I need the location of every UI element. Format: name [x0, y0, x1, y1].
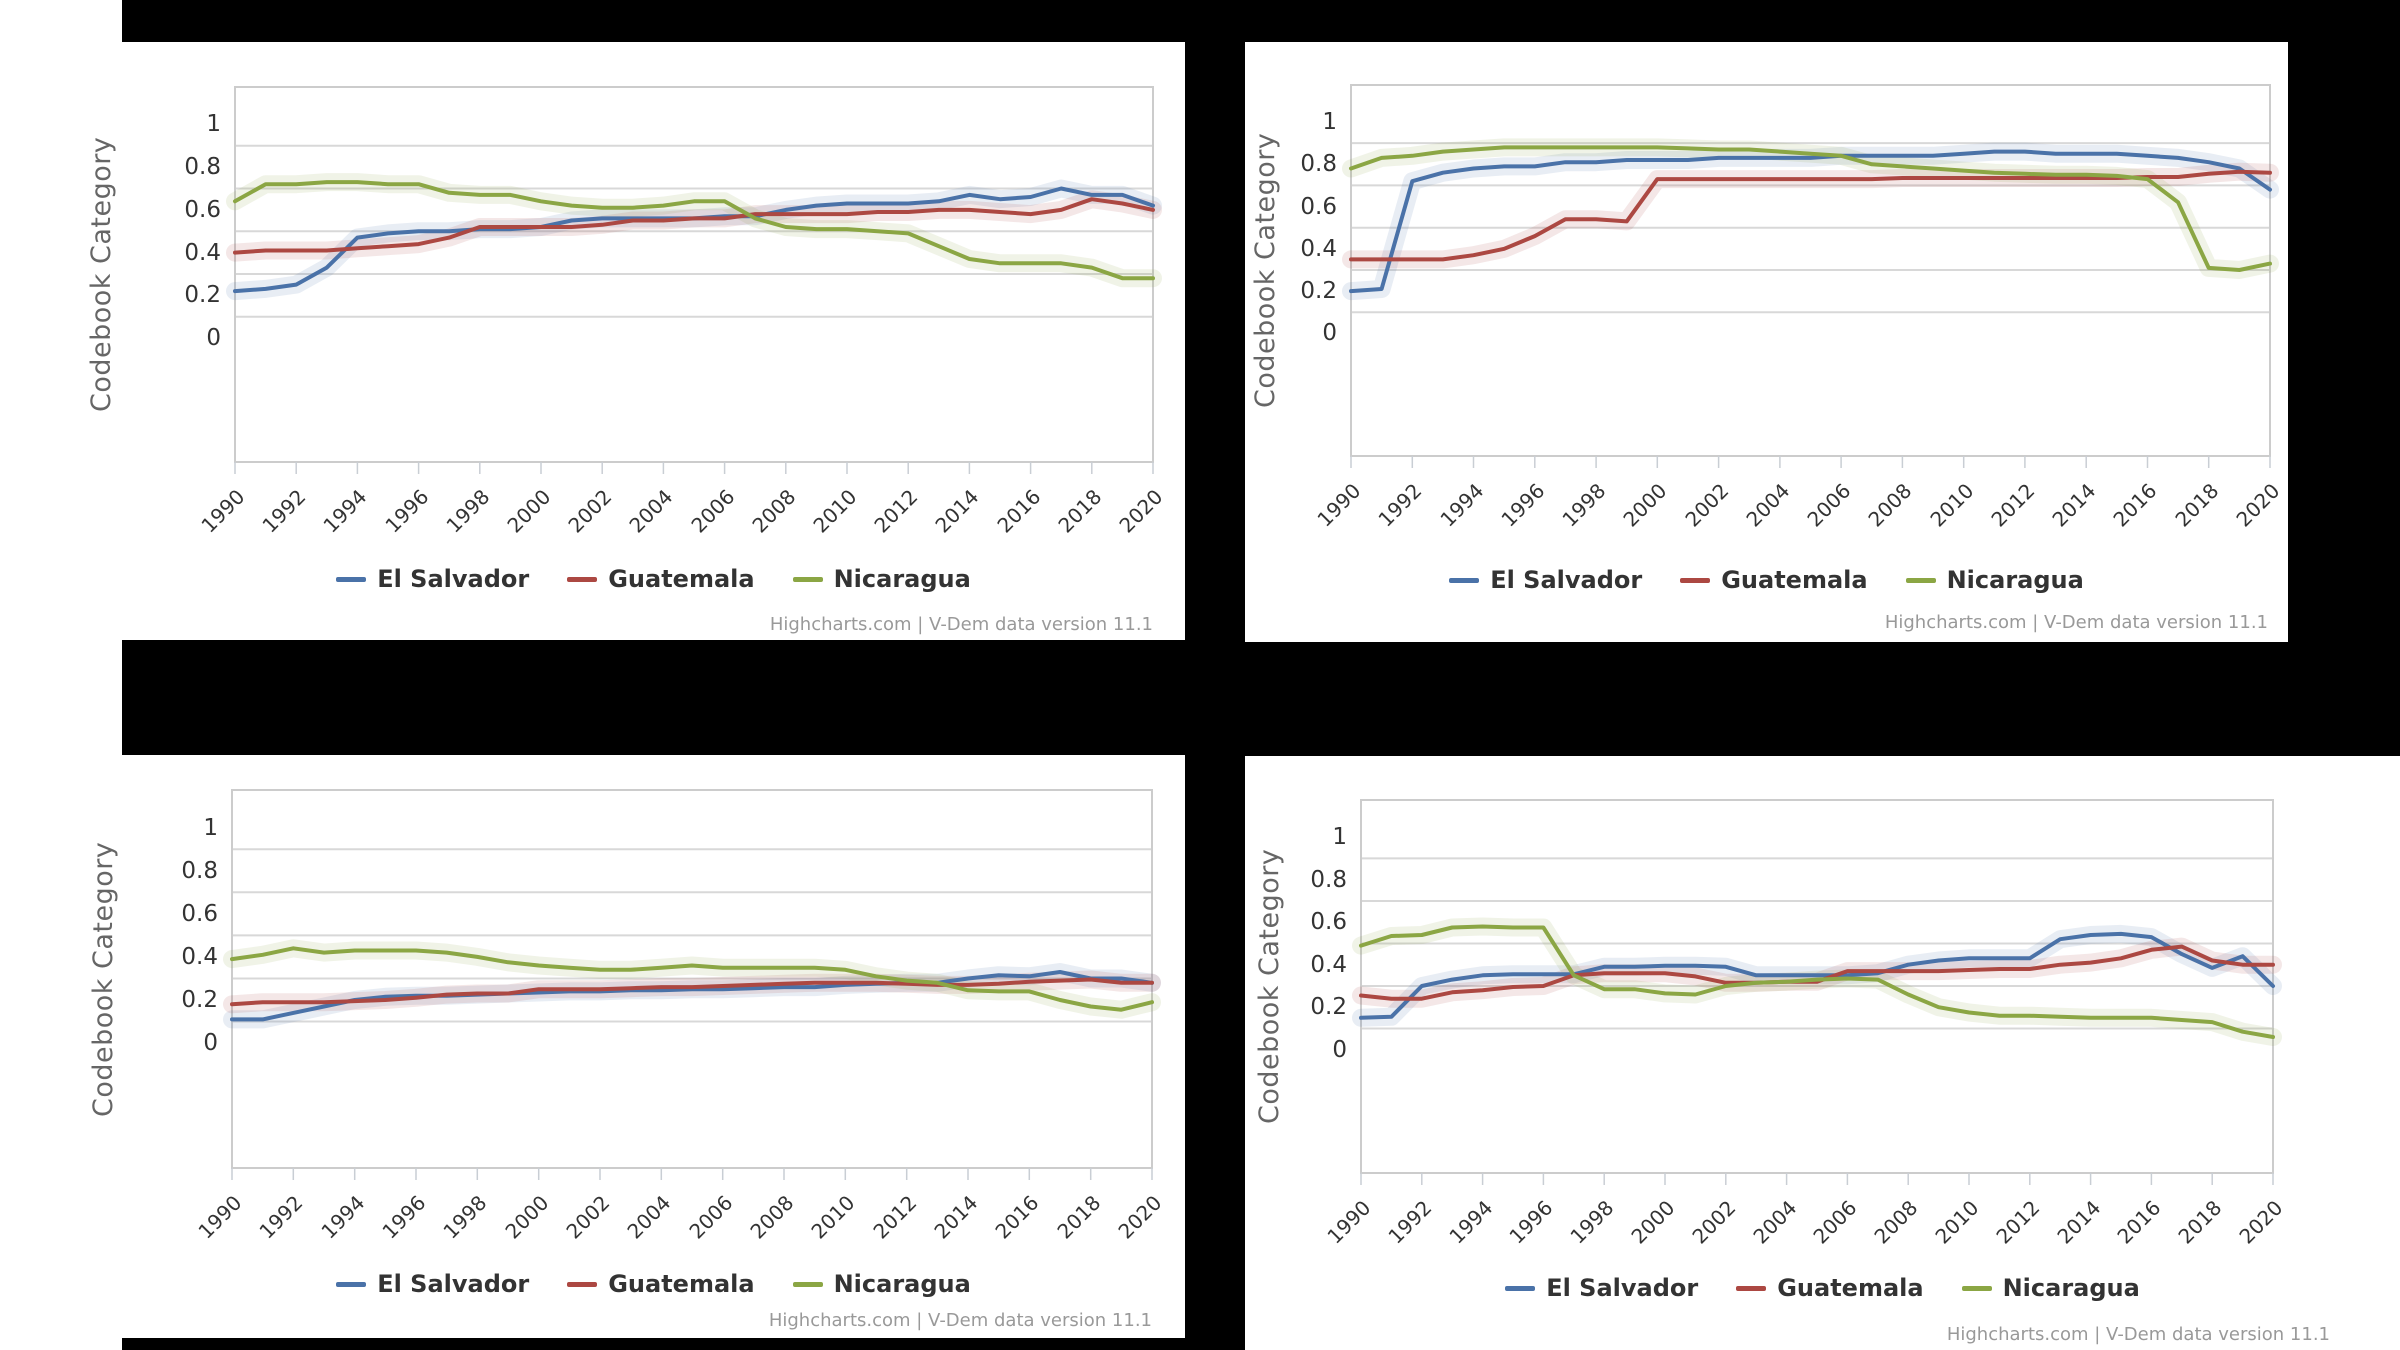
chart-panel-top-left: Codebook Category 1 0.8 0.6 0.4 0.2 0 1990 199… — [86, 42, 1185, 640]
legend-line-icon — [1736, 1285, 1767, 1291]
y-tick-label: 0.2 — [1310, 994, 1347, 1020]
plot-area — [1342, 84, 2279, 468]
legend-line-icon — [567, 1281, 598, 1287]
legend-label: El Salvador — [1546, 1274, 1699, 1302]
y-tick-label: 0.4 — [1300, 236, 1337, 262]
y-tick-label: 1 — [1332, 824, 1347, 850]
y-tick-label: 0 — [1332, 1037, 1347, 1063]
y-tick-label: 0 — [203, 1030, 218, 1056]
plot-area — [1352, 799, 2282, 1185]
y-tick-label: 0.8 — [184, 154, 221, 180]
legend-item-el-salvador[interactable]: El Salvador — [336, 565, 529, 593]
y-tick-label: 0.6 — [184, 197, 221, 223]
y-tick-label: 0.8 — [1310, 867, 1347, 893]
page-left-margin — [0, 0, 122, 1350]
y-tick-label: 0 — [1322, 320, 1337, 346]
credits-link[interactable]: Highcharts.com | V-Dem data version 11.1 — [1946, 1324, 2330, 1345]
y-tick-label: 0.6 — [1300, 194, 1337, 220]
legend: El Salvador Guatemala Nicaragua — [122, 1270, 1185, 1298]
legend-line-icon — [1505, 1285, 1536, 1291]
legend-label: Guatemala — [1721, 566, 1868, 594]
y-tick-label: 0.2 — [181, 987, 218, 1013]
legend-item-nicaragua[interactable]: Nicaragua — [1905, 566, 2084, 594]
y-tick-label: 0.8 — [1300, 151, 1337, 177]
legend-item-guatemala[interactable]: Guatemala — [567, 1270, 755, 1298]
legend-line-icon — [792, 1281, 823, 1287]
y-tick-label: 1 — [203, 815, 218, 841]
legend-line-icon — [1449, 577, 1480, 583]
credits-link[interactable]: Highcharts.com | V-Dem data version 11.1 — [1884, 612, 2268, 633]
y-tick-label: 0.2 — [184, 282, 221, 308]
y-tick-label: 0.4 — [184, 240, 221, 266]
plot-area — [223, 789, 1161, 1180]
y-tick-label: 1 — [206, 111, 221, 137]
chart-panel-bottom-right: Codebook Category 1 0.8 0.6 0.4 0.2 0 1990 199… — [1245, 756, 2400, 1350]
y-tick-label: 0.8 — [181, 858, 218, 884]
y-axis-title: Codebook Category — [88, 841, 119, 1117]
legend-line-icon — [1961, 1285, 1992, 1291]
legend-label: Nicaragua — [1946, 566, 2084, 594]
y-tick-label: 0.6 — [1310, 909, 1347, 935]
legend-label: Guatemala — [1777, 1274, 1924, 1302]
y-tick-label: 0.4 — [1310, 952, 1347, 978]
legend: El Salvador Guatemala Nicaragua — [1245, 1274, 2400, 1302]
legend-line-icon — [1680, 577, 1711, 583]
legend-line-icon — [567, 576, 598, 582]
legend-label: Guatemala — [608, 1270, 755, 1298]
legend-item-guatemala[interactable]: Guatemala — [1680, 566, 1868, 594]
y-axis-title: Codebook Category — [86, 136, 117, 412]
legend-item-guatemala[interactable]: Guatemala — [567, 565, 755, 593]
legend: El Salvador Guatemala Nicaragua — [1245, 566, 2288, 594]
legend-item-nicaragua[interactable]: Nicaragua — [792, 1270, 971, 1298]
credits-link[interactable]: Highcharts.com | V-Dem data version 11.1 — [768, 1310, 1152, 1331]
legend-line-icon — [336, 1281, 367, 1287]
y-tick-label: 0.6 — [181, 901, 218, 927]
legend: El Salvador Guatemala Nicaragua — [122, 565, 1185, 593]
y-tick-label: 0 — [206, 325, 221, 351]
legend-item-nicaragua[interactable]: Nicaragua — [792, 565, 971, 593]
legend-label: Guatemala — [608, 565, 755, 593]
legend-item-guatemala[interactable]: Guatemala — [1736, 1274, 1924, 1302]
chart-panel-bottom-left: Codebook Category 1 0.8 0.6 0.4 0.2 0 1990 199… — [88, 755, 1185, 1338]
credits-link[interactable]: Highcharts.com | V-Dem data version 11.1 — [769, 614, 1153, 635]
y-tick-label: 0.2 — [1300, 278, 1337, 304]
legend-item-el-salvador[interactable]: El Salvador — [336, 1270, 529, 1298]
legend-label: Nicaragua — [2002, 1274, 2140, 1302]
y-tick-label: 1 — [1322, 109, 1337, 135]
legend-label: Nicaragua — [833, 1270, 971, 1298]
chart-panel-top-right: Codebook Category 1 0.8 0.6 0.4 0.2 0 1990 199… — [1245, 42, 2288, 642]
legend-label: El Salvador — [377, 565, 530, 593]
legend-label: El Salvador — [1490, 566, 1643, 594]
legend-line-icon — [1905, 577, 1936, 583]
legend-item-nicaragua[interactable]: Nicaragua — [1961, 1274, 2140, 1302]
y-tick-label: 0.4 — [181, 944, 218, 970]
legend-item-el-salvador[interactable]: El Salvador — [1505, 1274, 1698, 1302]
legend-label: Nicaragua — [833, 565, 971, 593]
legend-line-icon — [336, 576, 367, 582]
legend-label: El Salvador — [377, 1270, 530, 1298]
legend-line-icon — [792, 576, 823, 582]
legend-item-el-salvador[interactable]: El Salvador — [1449, 566, 1642, 594]
plot-area — [226, 86, 1162, 474]
